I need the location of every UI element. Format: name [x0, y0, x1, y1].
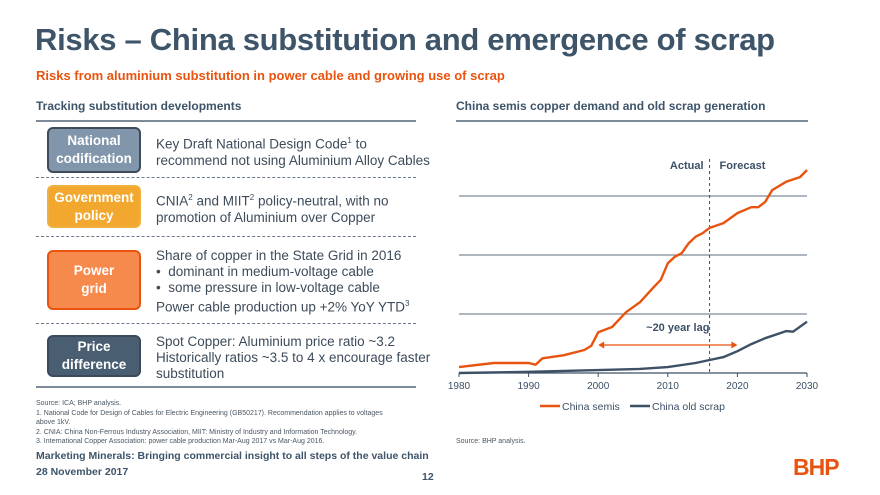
x-tick-label: 2010 — [657, 381, 680, 392]
chart-source: Source: BHP analysis. — [456, 438, 526, 445]
footer-title: Marketing Minerals: Bringing commercial … — [36, 450, 429, 462]
row-price-difference-text: Spot Copper: Aluminium price ratio ~3.2 H… — [156, 334, 431, 381]
actual-label: Actual — [670, 160, 704, 172]
chart: 1980 1990 2000 2010 2020 2030 Actual Forecast… — [448, 159, 819, 413]
divider — [36, 236, 416, 237]
forecast-label: Forecast — [720, 160, 766, 172]
divider — [36, 323, 416, 324]
left-heading: Tracking substitution developments — [36, 99, 242, 113]
row-national-codification-text: Key Draft National Design Code1 to recomm… — [156, 136, 430, 168]
legend-label: China semis — [562, 401, 620, 413]
series-line-china-semis — [458, 169, 808, 369]
divider — [36, 177, 416, 178]
bhp-logo: BHP — [793, 454, 840, 480]
divider — [36, 120, 416, 122]
legend-label: China old scrap — [652, 401, 725, 413]
page-number: 12 — [422, 471, 434, 483]
row-power-grid-text: Share of copper in the State Grid in 201… — [156, 248, 410, 315]
lag-arrow-head — [598, 341, 605, 349]
x-tick-label: 1980 — [448, 381, 471, 392]
footer-date: 28 November 2017 — [36, 466, 129, 478]
label-price-difference: Price difference — [47, 335, 141, 377]
divider — [456, 120, 808, 122]
label-national-codification: National codification — [47, 127, 141, 173]
lag-arrow-head — [731, 341, 738, 349]
page-subtitle: Risks from aluminium substitution in pow… — [36, 68, 505, 83]
chart-title: China semis copper demand and old scrap … — [456, 99, 766, 113]
x-tick-label: 1990 — [517, 381, 540, 392]
x-tick-label: 2020 — [726, 381, 749, 392]
label-power-grid: Power grid — [47, 250, 141, 310]
x-tick-label: 2000 — [587, 381, 610, 392]
row-government-policy-text: CNIA2 and MIIT2 policy-neutral, with no p… — [156, 193, 389, 225]
lag-label: ~20 year lag — [646, 322, 709, 334]
page-title: Risks – China substitution and emergence… — [35, 22, 775, 57]
series-line-china-old-scrap — [458, 320, 808, 375]
label-government-policy: Government policy — [47, 185, 141, 228]
x-tick-label: 2030 — [796, 381, 819, 392]
divider — [36, 386, 416, 388]
footnotes: Source: ICA; BHP analysis. 1. National Co… — [36, 400, 383, 445]
